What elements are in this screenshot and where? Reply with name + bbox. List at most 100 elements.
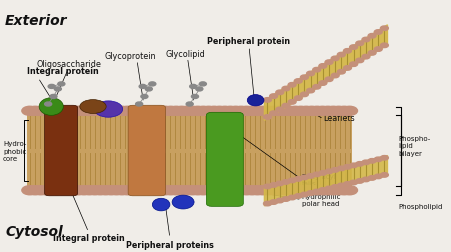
Circle shape — [233, 186, 249, 195]
Circle shape — [355, 42, 363, 46]
Circle shape — [275, 91, 283, 95]
Circle shape — [254, 186, 270, 195]
Text: Glycoprotein: Glycoprotein — [104, 52, 156, 61]
Circle shape — [271, 107, 286, 116]
Circle shape — [238, 186, 254, 195]
Text: Fatty acyl
tails: Fatty acyl tails — [301, 173, 335, 186]
Circle shape — [331, 57, 338, 61]
Circle shape — [367, 176, 375, 180]
Circle shape — [22, 107, 37, 116]
Circle shape — [336, 107, 351, 116]
Circle shape — [324, 169, 332, 174]
Circle shape — [287, 186, 303, 195]
Circle shape — [287, 100, 295, 105]
Circle shape — [331, 168, 338, 172]
Text: Oligosaccharide: Oligosaccharide — [36, 59, 101, 68]
Circle shape — [233, 107, 249, 116]
Circle shape — [318, 81, 326, 86]
Circle shape — [195, 186, 211, 195]
Circle shape — [139, 85, 146, 89]
Circle shape — [336, 166, 345, 171]
Circle shape — [325, 186, 341, 195]
Circle shape — [330, 107, 346, 116]
Circle shape — [373, 48, 382, 52]
Circle shape — [269, 111, 277, 116]
Circle shape — [195, 107, 211, 116]
Text: Phospho-
lipid
bilayer: Phospho- lipid bilayer — [398, 136, 430, 156]
Circle shape — [341, 107, 357, 116]
Circle shape — [38, 186, 54, 195]
Circle shape — [168, 186, 184, 195]
Circle shape — [318, 65, 326, 69]
Circle shape — [141, 107, 156, 116]
Circle shape — [27, 107, 43, 116]
Circle shape — [306, 72, 314, 76]
Circle shape — [179, 107, 194, 116]
Circle shape — [287, 83, 295, 88]
Circle shape — [373, 158, 382, 162]
Circle shape — [300, 193, 308, 197]
Circle shape — [303, 186, 319, 195]
Circle shape — [152, 107, 167, 116]
Circle shape — [60, 107, 75, 116]
Circle shape — [306, 89, 314, 93]
Circle shape — [216, 107, 232, 116]
Circle shape — [92, 186, 108, 195]
Circle shape — [43, 107, 59, 116]
Circle shape — [92, 107, 108, 116]
Circle shape — [292, 107, 308, 116]
Circle shape — [336, 183, 345, 188]
Text: Cytosol: Cytosol — [5, 224, 63, 238]
FancyBboxPatch shape — [206, 113, 243, 206]
Circle shape — [355, 59, 363, 64]
Text: Exterior: Exterior — [5, 14, 68, 28]
Text: Peripheral proteins: Peripheral proteins — [126, 240, 213, 249]
Circle shape — [269, 183, 277, 187]
Circle shape — [254, 107, 270, 116]
Circle shape — [349, 180, 357, 185]
Circle shape — [249, 107, 265, 116]
Circle shape — [179, 186, 194, 195]
Circle shape — [146, 107, 162, 116]
Circle shape — [312, 172, 320, 177]
Circle shape — [184, 107, 200, 116]
Circle shape — [148, 83, 156, 87]
Circle shape — [146, 186, 162, 195]
Circle shape — [287, 107, 303, 116]
Ellipse shape — [80, 100, 106, 114]
Circle shape — [380, 27, 387, 31]
Circle shape — [38, 107, 54, 116]
Circle shape — [168, 107, 184, 116]
Text: Glycolipid: Glycolipid — [165, 49, 205, 58]
Circle shape — [189, 186, 205, 195]
Circle shape — [191, 95, 198, 99]
Circle shape — [49, 186, 64, 195]
Circle shape — [373, 174, 382, 179]
Circle shape — [367, 159, 375, 164]
Circle shape — [54, 186, 70, 195]
Circle shape — [227, 186, 243, 195]
Circle shape — [336, 70, 345, 75]
Circle shape — [355, 162, 363, 166]
Circle shape — [349, 164, 357, 168]
Circle shape — [130, 186, 146, 195]
Circle shape — [65, 107, 81, 116]
Circle shape — [70, 107, 86, 116]
Circle shape — [324, 78, 332, 82]
Ellipse shape — [152, 199, 170, 211]
Circle shape — [22, 186, 37, 195]
Circle shape — [300, 93, 308, 97]
Circle shape — [216, 186, 232, 195]
Circle shape — [380, 173, 387, 177]
Circle shape — [195, 88, 202, 91]
Circle shape — [281, 107, 297, 116]
Circle shape — [355, 179, 363, 183]
Circle shape — [145, 88, 152, 91]
Bar — [27, 116, 351, 186]
Circle shape — [269, 200, 277, 205]
Polygon shape — [264, 156, 387, 206]
Circle shape — [263, 115, 271, 120]
Circle shape — [49, 107, 64, 116]
Circle shape — [281, 186, 297, 195]
Circle shape — [152, 186, 167, 195]
